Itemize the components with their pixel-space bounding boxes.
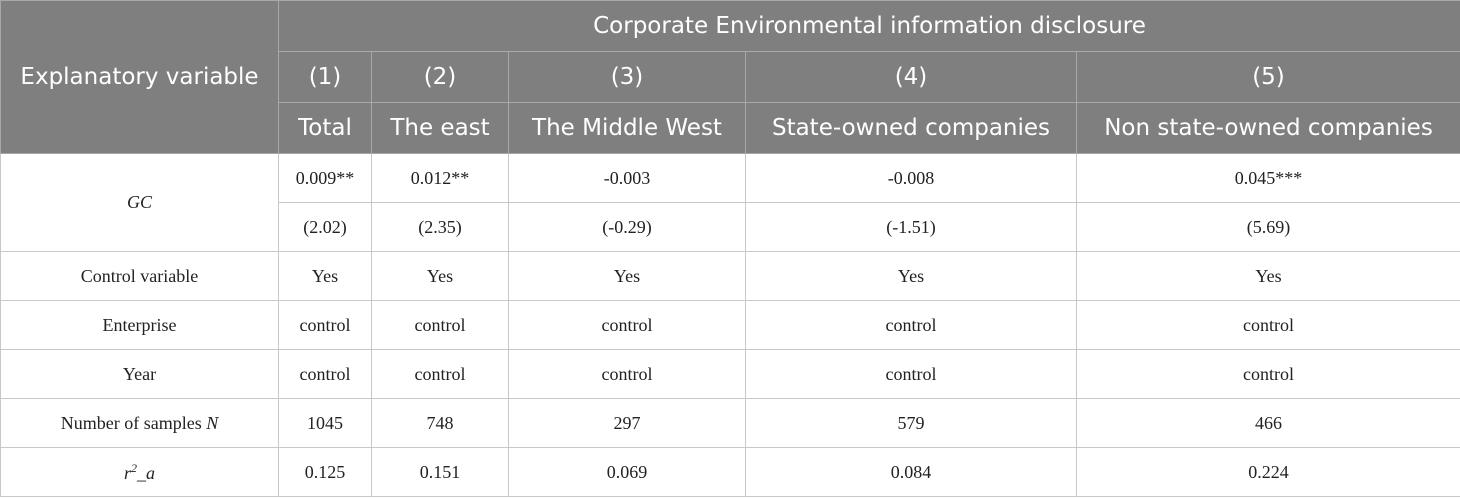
header-row: Total The east The Middle West State-owned … bbox=[1, 102, 1460, 154]
table-cell: control bbox=[1076, 349, 1460, 399]
coefficient-cell: 0.009** bbox=[278, 153, 372, 203]
table-row: r2_a 0.125 0.151 0.069 0.084 0.224 bbox=[0, 447, 1460, 497]
t-value-cell: (-1.51) bbox=[745, 202, 1077, 252]
table-cell: 1045 bbox=[278, 398, 372, 448]
column-number: (1) bbox=[278, 51, 372, 103]
table-cell: control bbox=[745, 300, 1077, 350]
row-label: r2_a bbox=[0, 447, 279, 497]
t-value-cell: (-0.29) bbox=[508, 202, 746, 252]
coefficient-cell: 0.045*** bbox=[1076, 153, 1460, 203]
t-value-cell: (2.35) bbox=[371, 202, 509, 252]
t-value-cell: (2.02) bbox=[278, 202, 372, 252]
row-label: GC bbox=[0, 153, 279, 252]
table-cell: 748 bbox=[371, 398, 509, 448]
table-cell: 466 bbox=[1076, 398, 1460, 448]
table-row: GC 0.009** 0.012** -0.003 -0.008 0.045*** bbox=[0, 153, 1460, 252]
column-name: Total bbox=[278, 102, 372, 154]
row-label: Year bbox=[0, 349, 279, 399]
label-text: 2 bbox=[131, 460, 137, 475]
column-number: (4) bbox=[745, 51, 1077, 103]
table-cell: 297 bbox=[508, 398, 746, 448]
column-name: State-owned companies bbox=[745, 102, 1077, 154]
label-text: Year bbox=[122, 363, 157, 384]
column-name: The east bbox=[371, 102, 509, 154]
column-number: (3) bbox=[508, 51, 746, 103]
table-row: Enterprise control control control control co… bbox=[0, 300, 1460, 350]
table-cell: control bbox=[278, 349, 372, 399]
table-row: (2.02) (2.35) (-0.29) (-1.51) (5.69) bbox=[1, 202, 1460, 252]
column-number: (5) bbox=[1076, 51, 1460, 103]
column-name: The Middle West bbox=[508, 102, 746, 154]
label-text: Enterprise bbox=[102, 314, 177, 335]
table-cell: control bbox=[278, 300, 372, 350]
table-cell: 0.069 bbox=[508, 447, 746, 497]
table-cell: Yes bbox=[1076, 251, 1460, 301]
coefficient-cell: 0.012** bbox=[371, 153, 509, 203]
header-row: (1) (2) (3) (4) (5) bbox=[1, 51, 1460, 103]
table-cell: control bbox=[508, 349, 746, 399]
row-label-header: Explanatory variable bbox=[0, 0, 279, 154]
table-cell: control bbox=[745, 349, 1077, 399]
table-cell: control bbox=[371, 349, 509, 399]
table-row: Year control control control control control bbox=[0, 349, 1460, 399]
table-cell: Yes bbox=[508, 251, 746, 301]
coefficient-cell: -0.003 bbox=[508, 153, 746, 203]
row-label: Control variable bbox=[0, 251, 279, 301]
table-body: GC 0.009** 0.012** -0.003 -0.008 0.045*** (2.0… bbox=[0, 153, 1460, 497]
table-cell: control bbox=[1076, 300, 1460, 350]
table-cell: control bbox=[508, 300, 746, 350]
table-cell: 0.224 bbox=[1076, 447, 1460, 497]
table-row: Control variable Yes Yes Yes Yes Yes bbox=[0, 251, 1460, 301]
table-cell: 0.125 bbox=[278, 447, 372, 497]
row-label: Enterprise bbox=[0, 300, 279, 350]
table-cell: 0.151 bbox=[371, 447, 509, 497]
column-number: (2) bbox=[371, 51, 509, 103]
label-text: r bbox=[123, 462, 131, 483]
header-row: Explanatory variable Corporate Environmen… bbox=[0, 0, 1460, 154]
label-text: _a bbox=[137, 462, 155, 483]
label-text: N bbox=[206, 412, 219, 433]
coefficient-cell: -0.008 bbox=[745, 153, 1077, 203]
table-row: Number of samples N 1045 748 297 579 466 bbox=[0, 398, 1460, 448]
table-cell: control bbox=[371, 300, 509, 350]
label-text: Control variable bbox=[80, 265, 199, 286]
table-cell: Yes bbox=[278, 251, 372, 301]
t-value-cell: (5.69) bbox=[1076, 202, 1460, 252]
table-cell: Yes bbox=[371, 251, 509, 301]
table-cell: Yes bbox=[745, 251, 1077, 301]
row-label: Number of samples N bbox=[0, 398, 279, 448]
table-header: Explanatory variable Corporate Environmen… bbox=[0, 0, 1460, 154]
table-cell: 0.084 bbox=[745, 447, 1077, 497]
label-text: Number of samples bbox=[60, 412, 207, 433]
column-name: Non state-owned companies bbox=[1076, 102, 1460, 154]
table-cell: 579 bbox=[745, 398, 1077, 448]
group-header: Corporate Environmental information disc… bbox=[278, 0, 1460, 52]
